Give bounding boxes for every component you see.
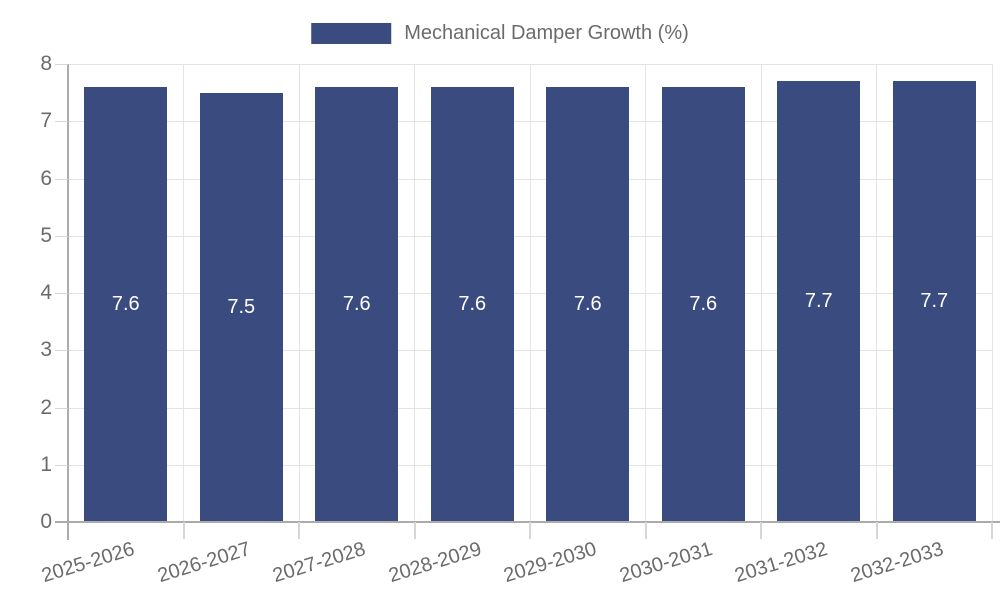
bar-2029-2030: 7.6	[546, 86, 630, 522]
bar-2026-2027: 7.5	[199, 92, 283, 522]
gridline-vertical	[529, 64, 531, 522]
bar-2030-2031: 7.6	[661, 86, 745, 522]
y-axis-tick	[55, 235, 68, 237]
y-tick-label: 2	[40, 395, 52, 419]
bar-2031-2032: 7.7	[777, 81, 861, 522]
legend-label: Mechanical Damper Growth (%)	[404, 22, 689, 44]
gridline-vertical	[991, 64, 993, 522]
bar-value-label: 7.6	[342, 292, 371, 315]
x-axis-tick	[529, 522, 531, 539]
gridline-vertical	[298, 64, 300, 522]
x-axis-tick	[182, 522, 185, 539]
x-axis-tick	[413, 522, 416, 539]
legend: Mechanical Damper Growth (%)	[311, 22, 689, 45]
y-axis-tick	[55, 121, 68, 123]
y-tick-label: 5	[40, 223, 52, 247]
x-axis-line	[55, 521, 1000, 523]
x-axis-tick	[991, 522, 993, 539]
bar-2025-2026: 7.6	[84, 86, 168, 522]
y-axis-tick	[55, 407, 68, 409]
gridline-vertical	[876, 64, 877, 522]
bar-2028-2029: 7.6	[430, 86, 514, 522]
x-axis-tick	[875, 522, 878, 539]
y-axis-tick	[55, 178, 68, 180]
y-axis-line	[67, 64, 69, 540]
x-tick-label: 2032-2033	[847, 538, 946, 588]
y-tick-label: 1	[40, 452, 52, 476]
y-axis-tick	[55, 293, 68, 294]
bar-value-label: 7.6	[573, 292, 602, 315]
bar-value-label: 7.6	[458, 292, 487, 315]
y-tick-label: 4	[40, 281, 52, 304]
bar-value-label: 7.5	[227, 295, 256, 318]
bar-2027-2028: 7.6	[315, 86, 399, 522]
y-tick-label: 3	[40, 338, 52, 362]
bar-value-label: 7.6	[689, 292, 718, 315]
bar-value-label: 7.6	[111, 292, 140, 315]
y-axis-tick	[55, 464, 68, 466]
y-tick-label: 8	[40, 52, 52, 75]
legend-swatch	[311, 23, 392, 44]
y-tick-label: 6	[40, 166, 52, 190]
y-tick-label: 0	[40, 510, 52, 533]
y-tick-label: 7	[40, 109, 52, 133]
x-axis-tick	[644, 522, 647, 539]
bar-value-label: 7.7	[920, 290, 949, 313]
plot-area: 7.6 7.5 7.6 7.6 7.6 7.6 7.7 7.7	[68, 64, 993, 522]
gridline-vertical	[414, 64, 415, 522]
x-axis-tick	[760, 522, 762, 539]
x-axis-tick	[298, 522, 300, 539]
bar-value-label: 7.7	[804, 290, 833, 313]
x-tick-label-wrap: 2032-2033	[724, 538, 946, 587]
gridline-vertical	[645, 64, 646, 522]
y-axis-tick	[55, 350, 68, 352]
y-axis-tick	[55, 64, 68, 65]
gridline-vertical	[760, 64, 762, 522]
bar-2032-2033: 7.7	[892, 81, 976, 522]
gridline-vertical	[183, 64, 184, 522]
